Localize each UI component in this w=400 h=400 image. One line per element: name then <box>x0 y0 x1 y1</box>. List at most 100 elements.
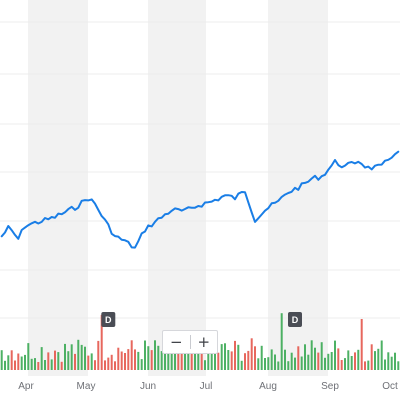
volume-bar <box>270 349 273 370</box>
volume-bar <box>160 351 163 370</box>
volume-bar <box>94 360 96 370</box>
volume-bar <box>167 340 170 370</box>
volume-bar <box>87 355 90 370</box>
volume-bar <box>360 319 363 370</box>
volume-bar <box>214 346 216 370</box>
volume-bar <box>97 340 100 370</box>
volume-bar <box>34 358 36 370</box>
volume-bar <box>374 351 376 370</box>
volume-bar <box>150 350 153 370</box>
volume-bar <box>197 342 200 370</box>
volume-bar <box>327 353 330 370</box>
month-band <box>28 0 88 376</box>
volume-bar <box>140 359 143 370</box>
volume-bar <box>300 356 303 370</box>
volume-bar <box>44 360 46 370</box>
volume-bar <box>370 344 373 370</box>
volume-bar <box>114 361 116 370</box>
volume-bar <box>77 339 80 370</box>
volume-bar <box>194 346 196 370</box>
dividend-marker[interactable]: D <box>101 312 116 327</box>
volume-bar <box>200 351 203 370</box>
volume-bar <box>4 360 6 370</box>
volume-bar <box>67 351 70 370</box>
x-tick-label: Jul <box>200 381 213 392</box>
volume-bar <box>220 344 223 370</box>
volume-bar <box>204 360 206 370</box>
volume-bar <box>147 346 150 370</box>
volume-bar <box>314 347 316 370</box>
volume-bar <box>304 344 306 370</box>
volume-bar <box>100 314 103 370</box>
volume-bar <box>110 354 113 370</box>
volume-bar <box>380 340 383 370</box>
zoom-divider <box>189 335 191 349</box>
volume-bar <box>50 359 53 370</box>
volume-bar <box>124 353 126 370</box>
volume-bar <box>317 352 320 370</box>
volume-bar <box>84 346 86 370</box>
month-bands <box>28 0 328 376</box>
volume-bar <box>397 361 400 370</box>
volume-bar <box>264 358 266 370</box>
volume-bar <box>227 350 230 370</box>
volume-bar <box>24 354 26 370</box>
volume-bar <box>257 358 260 370</box>
volume-bar <box>27 343 30 370</box>
volume-bar <box>190 338 193 370</box>
volume-bar <box>127 349 130 370</box>
volume-bar <box>130 340 133 370</box>
volume-bar <box>250 338 253 370</box>
volume-bar <box>334 340 336 370</box>
volume-bar <box>60 361 63 370</box>
zoom-out-button[interactable]: − <box>163 331 190 353</box>
volume-bar <box>230 351 233 370</box>
volume-bar <box>0 350 3 370</box>
volume-bar <box>290 352 293 370</box>
volume-bar <box>57 352 60 370</box>
zoom-in-button[interactable]: + <box>191 331 218 353</box>
volume-bar <box>394 352 396 370</box>
price-line[interactable] <box>0 150 400 249</box>
volume-bar <box>310 340 313 370</box>
volume-bar <box>40 347 43 370</box>
price-line-group[interactable] <box>0 150 400 249</box>
volume-bar <box>324 357 326 370</box>
volume-bar <box>10 350 13 370</box>
volume-bar <box>47 352 50 370</box>
volume-bar <box>104 360 106 370</box>
volume-bar <box>240 360 243 370</box>
volume-bar <box>387 352 390 370</box>
volume-bar <box>37 362 40 370</box>
volume-bar <box>337 348 340 370</box>
dividend-marker-label: D <box>292 315 299 325</box>
gridlines <box>0 21 400 319</box>
dividend-marker[interactable]: D <box>288 312 302 327</box>
volume-bar <box>107 357 110 370</box>
zoom-control: − + <box>162 330 218 354</box>
volume-bar <box>157 345 160 370</box>
volume-bars <box>0 313 400 370</box>
volume-bar <box>307 354 310 370</box>
volume-bar <box>7 355 10 370</box>
volume-bar <box>74 353 76 370</box>
volume-bar <box>294 357 296 370</box>
volume-bar <box>177 345 180 370</box>
volume-bar <box>390 356 393 370</box>
x-tick-label: Jun <box>140 381 156 392</box>
volume-bar <box>267 357 270 370</box>
volume-bar <box>180 343 183 370</box>
volume-bar <box>144 340 146 370</box>
volume-bar <box>210 348 213 370</box>
x-tick-label: Oct <box>382 381 398 392</box>
volume-bar <box>344 358 346 370</box>
x-tick-label: Aug <box>259 381 277 392</box>
volume-bar <box>277 361 280 370</box>
volume-bar <box>17 353 20 370</box>
x-tick-label: Sep <box>321 381 339 392</box>
volume-bar <box>224 343 226 370</box>
volume-bar <box>70 344 73 370</box>
volume-bar <box>120 351 123 370</box>
